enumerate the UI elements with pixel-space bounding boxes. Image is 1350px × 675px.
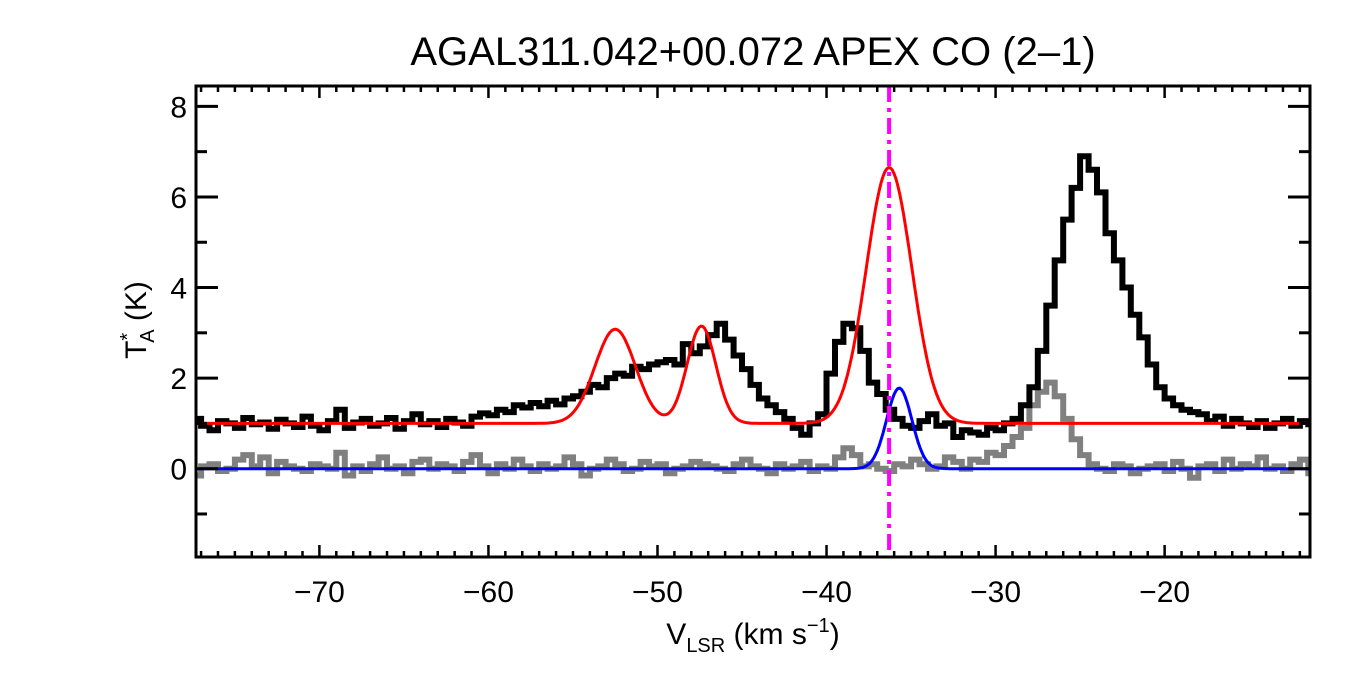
y-axis-label: T*A (K) bbox=[117, 281, 159, 359]
plot-frame bbox=[194, 84, 1312, 559]
y-axis-label-superscript: * bbox=[117, 333, 139, 341]
x-tick-label: −30 bbox=[970, 576, 1021, 609]
red-gaussian-fit-line bbox=[196, 166, 1310, 425]
second-spectrum-histogram bbox=[196, 379, 1310, 481]
blue-gaussian-fit-line bbox=[196, 386, 1310, 471]
y-axis-label-main: T bbox=[120, 341, 153, 359]
x-axis-label: VLSR (km s−1) bbox=[666, 615, 839, 657]
y-axis-label-unit: (K) bbox=[120, 281, 153, 329]
y-tick-label: 6 bbox=[170, 182, 187, 215]
y-axis-label-subscript: A bbox=[137, 329, 159, 343]
x-axis-label-main: V bbox=[666, 618, 686, 651]
x-axis-label-superscript: −1 bbox=[807, 615, 830, 637]
chart-title: AGAL311.042+00.072 APEX CO (2–1) bbox=[410, 30, 1095, 74]
y-tick-label: 0 bbox=[170, 454, 187, 487]
x-tick-label: −60 bbox=[463, 576, 514, 609]
x-tick-label: −40 bbox=[801, 576, 852, 609]
y-tick-label: 2 bbox=[170, 363, 187, 396]
x-axis-label-unit: (km s bbox=[725, 618, 807, 651]
y-tick-label: 4 bbox=[170, 273, 187, 306]
y-tick-label: 8 bbox=[170, 91, 187, 124]
x-tick-label: −20 bbox=[1139, 576, 1190, 609]
x-tick-label: −70 bbox=[294, 576, 345, 609]
x-axis-label-close: ) bbox=[830, 618, 840, 651]
observed-spectrum-histogram bbox=[196, 153, 1310, 440]
x-axis-label-subscript: LSR bbox=[686, 635, 725, 657]
x-tick-label: −50 bbox=[632, 576, 683, 609]
